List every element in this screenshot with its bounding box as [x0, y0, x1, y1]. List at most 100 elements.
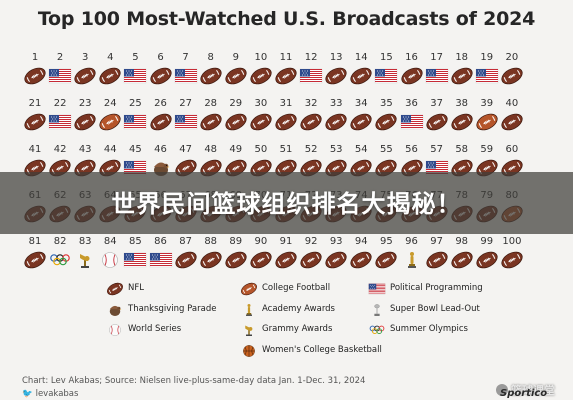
college-icon [98, 112, 122, 132]
rank-number: 56 [405, 144, 418, 155]
nfl-icon [174, 158, 198, 178]
nfl-icon [349, 158, 373, 178]
nfl-icon [199, 66, 223, 86]
broadcast-cell: 23 [73, 98, 97, 142]
rank-number: 96 [405, 236, 418, 247]
grid-row: 1 2 3 4 5 6 7 8 9 10 11 12 13 14 15 16 17 18 19 20 [23, 52, 551, 98]
rank-number: 47 [179, 144, 192, 155]
broadcast-cell: 27 [174, 98, 198, 142]
nfl-icon [199, 250, 223, 270]
overlay-headline: 世界民间篮球组织排名大揭秘！ [111, 190, 462, 218]
grid-row: 81 82 83 84 85 86 87 88 89 90 91 92 93 94 95 96 97 98 99 10… [23, 236, 551, 282]
rank-number: 41 [28, 144, 42, 155]
rank-number: 85 [129, 236, 142, 247]
political-icon [368, 281, 386, 297]
nfl-icon [73, 66, 97, 86]
broadcast-cell: 97 [425, 236, 449, 280]
college-icon [240, 281, 258, 297]
rank-number: 97 [430, 236, 443, 247]
political-icon [374, 66, 398, 86]
broadcast-cell: 13 [324, 52, 348, 96]
legend-label: NFL [128, 283, 144, 293]
broadcast-cell: 58 [450, 144, 474, 188]
broadcast-cell: 90 [249, 236, 273, 280]
rank-number: 98 [455, 236, 469, 247]
broadcast-cell: 91 [274, 236, 298, 280]
rank-number: 10 [254, 52, 268, 63]
rank-number: 52 [304, 144, 318, 155]
nfl-icon [324, 250, 348, 270]
rank-number: 92 [304, 236, 318, 247]
rank-number: 34 [354, 98, 368, 109]
broadcast-cell: 9 [224, 52, 248, 96]
broadcast-cell: 41 [23, 144, 47, 188]
rank-number: 17 [430, 52, 443, 63]
worldseries-icon [106, 322, 124, 338]
rank-number: 15 [380, 52, 393, 63]
broadcast-cell: 94 [349, 236, 373, 280]
nfl-icon [73, 112, 97, 132]
rank-number: 58 [455, 144, 469, 155]
nfl-icon [299, 250, 323, 270]
rank-number: 22 [53, 98, 67, 109]
rank-number: 54 [354, 144, 368, 155]
rank-number: 89 [229, 236, 243, 247]
political-icon [425, 66, 449, 86]
nfl-icon [500, 66, 524, 86]
legend-label: Summer Olympics [390, 324, 468, 334]
nfl-icon [450, 112, 474, 132]
broadcast-cell: 6 [149, 52, 173, 96]
brand-icon [496, 384, 508, 396]
rank-number: 31 [279, 98, 293, 109]
handle-text: levakabas [35, 389, 79, 399]
rank-number: 26 [154, 98, 167, 109]
rank-number: 42 [53, 144, 67, 155]
broadcast-cell: 96 [400, 236, 424, 280]
nfl-icon [274, 112, 298, 132]
rank-number: 35 [380, 98, 393, 109]
broadcast-cell: 81 [23, 236, 47, 280]
twitter-icon: 🐦 [22, 389, 33, 399]
rank-number: 3 [82, 52, 89, 63]
rank-number: 91 [279, 236, 293, 247]
rank-number: 100 [502, 236, 522, 247]
womens-icon [240, 343, 258, 359]
nfl-icon [349, 66, 373, 86]
rank-number: 29 [229, 98, 243, 109]
broadcast-cell: 3 [73, 52, 97, 96]
rank-number: 25 [129, 98, 142, 109]
rank-number: 13 [329, 52, 343, 63]
legend-label: College Football [262, 283, 331, 293]
political-icon [48, 112, 72, 132]
nfl-icon [249, 250, 273, 270]
rank-number: 18 [455, 52, 469, 63]
sportico-logo: Sportico [500, 388, 548, 399]
rank-number: 23 [78, 98, 92, 109]
nfl-icon [249, 66, 273, 86]
rank-number: 94 [354, 236, 368, 247]
nfl-icon [425, 250, 449, 270]
rank-number: 24 [103, 98, 117, 109]
rank-number: 46 [154, 144, 167, 155]
broadcast-cell: 83 [73, 236, 97, 280]
nfl-icon [349, 112, 373, 132]
rank-number: 7 [182, 52, 189, 63]
superbowl-icon [368, 302, 386, 318]
rank-number: 93 [329, 236, 343, 247]
rank-number: 36 [405, 98, 418, 109]
broadcast-cell: 16 [400, 52, 424, 96]
broadcast-cell: 95 [374, 236, 398, 280]
broadcast-cell: 24 [98, 98, 122, 142]
rank-number: 51 [279, 144, 293, 155]
political-icon [174, 66, 198, 86]
nfl-icon [224, 112, 248, 132]
rank-number: 50 [254, 144, 268, 155]
broadcast-cell: 15 [374, 52, 398, 96]
political-icon [48, 66, 72, 86]
title-overlay-band [0, 172, 573, 234]
nfl-icon [224, 250, 248, 270]
rank-number: 83 [78, 236, 92, 247]
nfl-icon [400, 66, 424, 86]
nfl-icon [500, 112, 524, 132]
nfl-icon [23, 66, 47, 86]
